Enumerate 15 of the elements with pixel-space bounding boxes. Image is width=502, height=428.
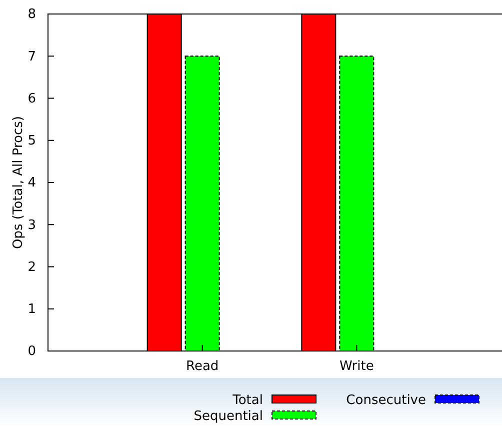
y-tick-label: 7 [28,49,36,64]
y-tick-label: 6 [28,91,36,106]
x-tick-label: Write [340,359,374,374]
y-tick-label: 1 [28,302,36,318]
legend-label: Consecutive [346,393,426,408]
y-tick-label: 8 [28,7,36,22]
y-tick-label: 3 [28,218,36,233]
y-tick-label: 4 [28,176,36,191]
y-axis-title: Ops (Total, All Procs) [11,116,26,249]
legend-label: Sequential [194,409,263,424]
y-tick-label: 0 [28,344,36,360]
y-tick-label: 2 [28,260,36,275]
y-tick-label: 5 [28,134,36,149]
legend-label: Total [232,393,263,408]
x-tick-label: Read [186,359,219,374]
